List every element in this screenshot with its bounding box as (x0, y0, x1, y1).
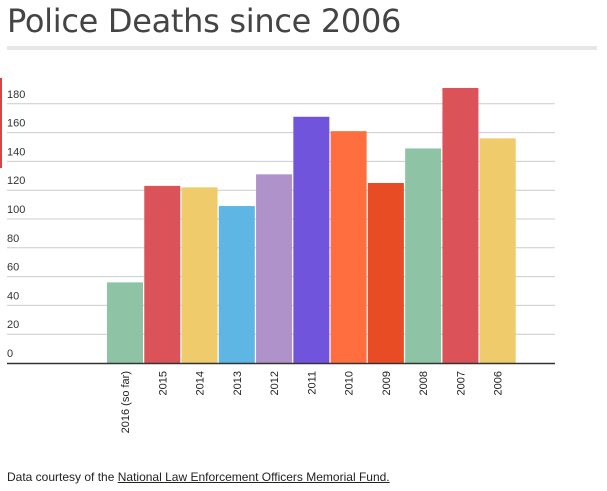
y-tick-label: 120 (7, 175, 25, 187)
y-axis-ticks: 0 20 40 60 80 100 120 140 160 180 (7, 89, 25, 360)
y-tick-label: 160 (7, 118, 25, 130)
bar-2014 (181, 187, 218, 363)
x-tick-label: 2006 (493, 371, 505, 395)
x-tick-label: 2010 (344, 371, 356, 395)
y-tick-label: 0 (7, 348, 13, 360)
title-divider (7, 46, 597, 50)
x-tick-label: 2016 (so far) (120, 371, 132, 433)
bar-2006 (479, 138, 516, 363)
bar-2008 (405, 148, 442, 363)
x-tick-label: 2015 (157, 371, 169, 395)
y-tick-label: 40 (7, 290, 19, 302)
chart-bars (107, 87, 516, 364)
y-tick-label: 100 (7, 204, 25, 216)
y-tick-label: 180 (7, 89, 25, 101)
data-source-footer: Data courtesy of the National Law Enforc… (7, 470, 390, 484)
y-tick-label: 60 (7, 262, 19, 274)
x-tick-label: 2009 (381, 371, 393, 395)
source-link[interactable]: National Law Enforcement Officers Memori… (117, 470, 390, 484)
y-tick-label: 20 (7, 319, 19, 331)
page-title: Police Deaths since 2006 (7, 2, 402, 40)
x-axis-ticks: 2016 (so far) 2015 2014 2013 2012 2011 2010 200… (7, 362, 555, 433)
y-tick-label: 80 (7, 233, 19, 245)
bar-2016-so-far (107, 282, 143, 363)
bar-2015 (144, 185, 181, 363)
x-tick-label: 2007 (455, 371, 467, 395)
footer-prefix: Data courtesy of the (7, 470, 118, 484)
bar-2013 (218, 206, 255, 363)
bar-2011 (293, 116, 330, 363)
x-tick-label: 2014 (195, 371, 207, 395)
y-tick-label: 140 (7, 146, 25, 158)
bar-2007 (442, 87, 479, 364)
bar-2010 (330, 131, 367, 363)
x-tick-label: 2013 (232, 371, 244, 395)
left-accent-bar (0, 78, 2, 168)
bar-2009 (367, 183, 404, 363)
bar-2012 (256, 174, 293, 363)
x-tick-label: 2008 (418, 371, 430, 395)
x-tick-label: 2012 (269, 371, 281, 395)
x-tick-label: 2011 (306, 371, 318, 395)
